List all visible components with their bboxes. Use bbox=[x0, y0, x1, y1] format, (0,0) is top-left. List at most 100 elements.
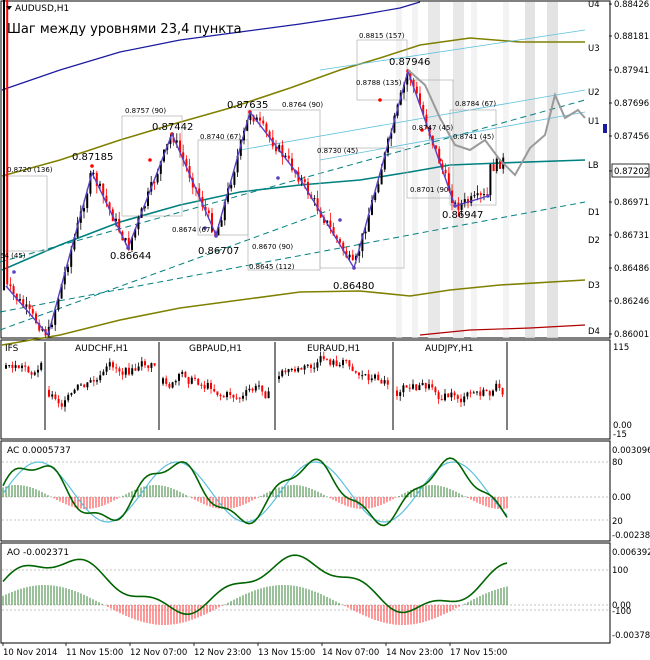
ifs-candle bbox=[137, 366, 140, 371]
ac-scale-zero: 0.00 bbox=[612, 493, 631, 503]
candle-bear bbox=[492, 164, 495, 172]
ifs-candle bbox=[316, 362, 319, 368]
ifs-candle bbox=[306, 364, 309, 366]
blue-marker bbox=[603, 124, 607, 133]
price-tick-label: 0.86971 bbox=[614, 198, 649, 208]
extreme-label: 0.87185 bbox=[72, 152, 113, 163]
candle-bear bbox=[351, 254, 354, 261]
ifs-candle bbox=[118, 368, 121, 372]
ifs-subwindow: IFS AUDCHF,H1 GBPAUD,H1 EURAUD,H1 AUDJPY… bbox=[5, 342, 632, 440]
candle-bull bbox=[175, 140, 178, 143]
ifs-candle bbox=[184, 371, 187, 378]
candle-bear bbox=[127, 237, 130, 250]
ifs-candle bbox=[332, 360, 335, 365]
ifs-candle bbox=[469, 392, 472, 394]
price-tag-value: 0.87202 bbox=[614, 167, 649, 177]
level-name: U2 bbox=[588, 88, 600, 98]
ifs-candle bbox=[73, 389, 76, 394]
level-annotation: 0.8645 (112) bbox=[249, 263, 295, 271]
candle-bull bbox=[403, 84, 405, 93]
candle-bear bbox=[303, 179, 306, 183]
pivot-dot bbox=[378, 98, 382, 102]
ifs-candle bbox=[40, 362, 43, 370]
ifs-candle bbox=[412, 384, 414, 389]
candle-bull bbox=[374, 192, 377, 201]
ifs-candle bbox=[108, 362, 111, 367]
candle-bull bbox=[79, 211, 82, 223]
candle-bear bbox=[201, 197, 204, 207]
candle-bear bbox=[211, 213, 213, 232]
ifs-candle bbox=[501, 388, 504, 395]
ifs-candle bbox=[345, 360, 348, 362]
candle-bear bbox=[332, 227, 335, 236]
price-tick-label: 0.86246 bbox=[614, 297, 649, 307]
ifs-candle bbox=[450, 392, 453, 398]
ac-scale-80: 80 bbox=[612, 458, 623, 468]
symbol-header: AUDUSD,H1 bbox=[6, 4, 69, 14]
ifs-candle bbox=[322, 356, 325, 360]
time-tick-label: 10 Nov 2014 bbox=[3, 648, 57, 658]
level-annotation: 0.8747 (45) bbox=[412, 124, 453, 132]
level-annotation: 0.8701 (90) bbox=[410, 186, 451, 194]
ao-scale-100: 100 bbox=[612, 566, 628, 576]
ifs-candle bbox=[338, 364, 341, 367]
price-tick-label: 0.87696 bbox=[614, 99, 649, 109]
candle-bull bbox=[489, 164, 492, 195]
ifs-candle bbox=[440, 399, 443, 401]
shaded-band-light bbox=[396, 2, 402, 338]
candle-bull bbox=[41, 329, 44, 331]
ifs-candle bbox=[434, 387, 437, 393]
candle-bear bbox=[105, 195, 108, 203]
ifs-candle bbox=[64, 400, 66, 407]
candle-bear bbox=[339, 239, 341, 243]
ifs-candle bbox=[187, 377, 190, 384]
ac-scale-20: 20 bbox=[612, 517, 623, 527]
time-tick-label: 12 Nov 23:00 bbox=[194, 648, 251, 658]
u3-channel bbox=[1, 37, 585, 177]
ifs-candle bbox=[232, 394, 235, 398]
zigzag-lines bbox=[5, 68, 489, 337]
candle-bull bbox=[83, 208, 85, 212]
ifs-candle bbox=[281, 370, 284, 377]
level-annotation: 0.8741 (45) bbox=[453, 133, 494, 141]
ifs-candle bbox=[326, 359, 328, 361]
ifs-candle bbox=[313, 367, 316, 369]
pivot-dot bbox=[90, 164, 94, 168]
price-tick-label: 0.87456 bbox=[614, 132, 649, 142]
ifs-candle bbox=[105, 366, 108, 372]
ifs-candle bbox=[226, 392, 228, 398]
candle-bull bbox=[361, 233, 364, 252]
thin-trendline bbox=[319, 29, 586, 71]
level-name: U3 bbox=[588, 44, 600, 54]
candle-bull bbox=[313, 198, 316, 200]
ifs-candle bbox=[264, 391, 267, 399]
level-annotation: 0.8784 (67) bbox=[455, 100, 496, 108]
forecast-path bbox=[407, 69, 586, 177]
shaded-band-light bbox=[471, 2, 477, 338]
d3-channel bbox=[1, 279, 586, 346]
shaded-band-light bbox=[503, 2, 509, 338]
candle-bear bbox=[28, 304, 31, 309]
ifs-candle bbox=[415, 384, 418, 391]
ifs-candle bbox=[364, 374, 367, 376]
ifs-candle bbox=[54, 394, 57, 399]
time-tick-label: 13 Nov 15:00 bbox=[258, 648, 315, 658]
candle-bull bbox=[19, 299, 21, 301]
ifs-candle bbox=[377, 374, 380, 381]
ifs-candle bbox=[245, 390, 248, 396]
ifs-candle bbox=[254, 385, 257, 391]
ifs-candle bbox=[30, 372, 33, 375]
ifs-candle bbox=[144, 361, 146, 366]
candle-bull bbox=[92, 172, 95, 174]
extreme-labels: 0.87185 0.86644 0.87442 0.86707 0.87635 0.864… bbox=[72, 57, 483, 292]
candle-bear bbox=[182, 152, 185, 160]
candle-bear bbox=[9, 284, 12, 287]
time-axis: 10 Nov 2014 11 Nov 15:00 12 Nov 07:00 12 No… bbox=[2, 643, 507, 658]
shaded-band-light bbox=[412, 2, 418, 338]
ifs-candle bbox=[76, 384, 79, 390]
extreme-label: 0.86947 bbox=[442, 210, 483, 221]
dropdown-arrow-icon[interactable] bbox=[6, 6, 12, 10]
ifs-scale-min: -15 bbox=[613, 430, 627, 440]
level-annotations: 54 (45) 0.8720 (136) 0.8757 (90) 0.8740 (67… bbox=[0, 32, 496, 271]
